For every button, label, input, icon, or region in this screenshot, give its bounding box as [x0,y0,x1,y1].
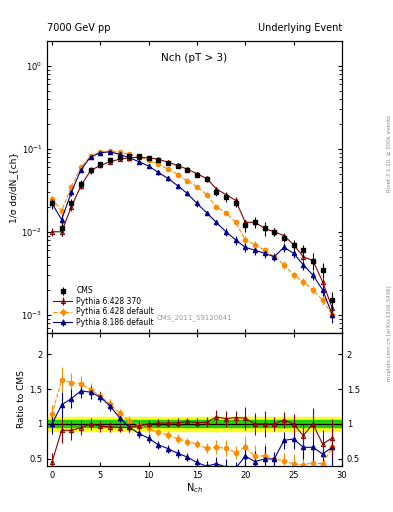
X-axis label: N$_{ch}$: N$_{ch}$ [186,481,203,495]
Text: Rivet 3.1.10, ≥ 500k events: Rivet 3.1.10, ≥ 500k events [387,115,392,192]
Text: mcplots.cern.ch [arXiv:1306.3436]: mcplots.cern.ch [arXiv:1306.3436] [387,285,392,380]
Text: Underlying Event: Underlying Event [258,23,342,33]
Legend: CMS, Pythia 6.428 370, Pythia 6.428 default, Pythia 8.186 default: CMS, Pythia 6.428 370, Pythia 6.428 defa… [51,284,156,329]
Text: CMS_2011_S9120041: CMS_2011_S9120041 [157,315,232,322]
Y-axis label: Ratio to CMS: Ratio to CMS [17,371,26,429]
Y-axis label: 1/σ dσ/dN_{ch}: 1/σ dσ/dN_{ch} [9,152,18,223]
Text: Nch (pT > 3): Nch (pT > 3) [162,53,228,62]
Text: 7000 GeV pp: 7000 GeV pp [47,23,111,33]
